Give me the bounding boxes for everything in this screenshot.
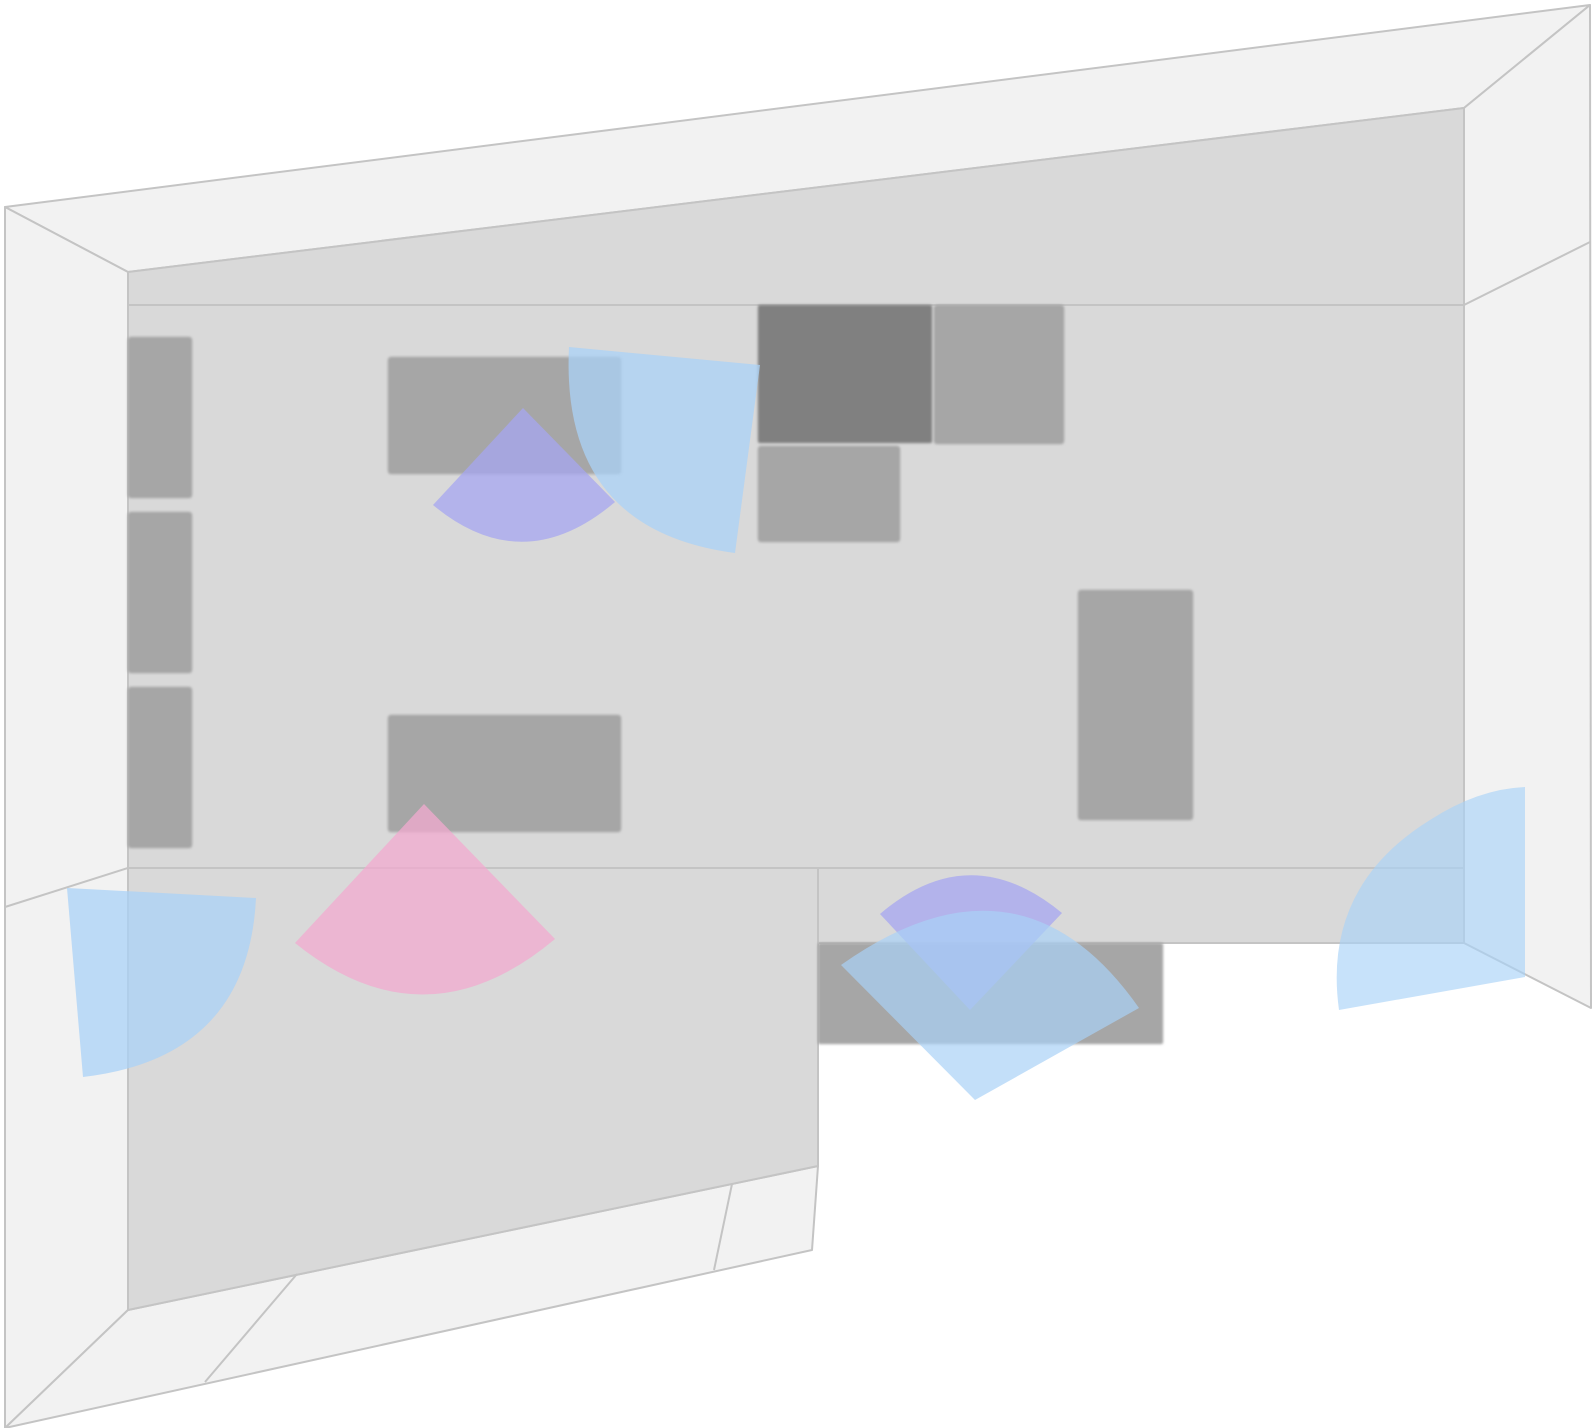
- tall-right-unit[interactable]: [1078, 590, 1193, 820]
- main-floor: [128, 108, 1464, 1310]
- left-wall-cabinet-bottom[interactable]: [128, 687, 192, 848]
- dark-equipment-block[interactable]: [758, 305, 932, 443]
- floor: [128, 108, 1464, 1310]
- left-wall-cabinet-top[interactable]: [128, 337, 192, 498]
- right-equipment-block[interactable]: [934, 305, 1064, 444]
- left-wall: [5, 207, 128, 1428]
- small-equipment-block[interactable]: [758, 446, 900, 542]
- left-wall-cabinet-middle[interactable]: [128, 512, 192, 673]
